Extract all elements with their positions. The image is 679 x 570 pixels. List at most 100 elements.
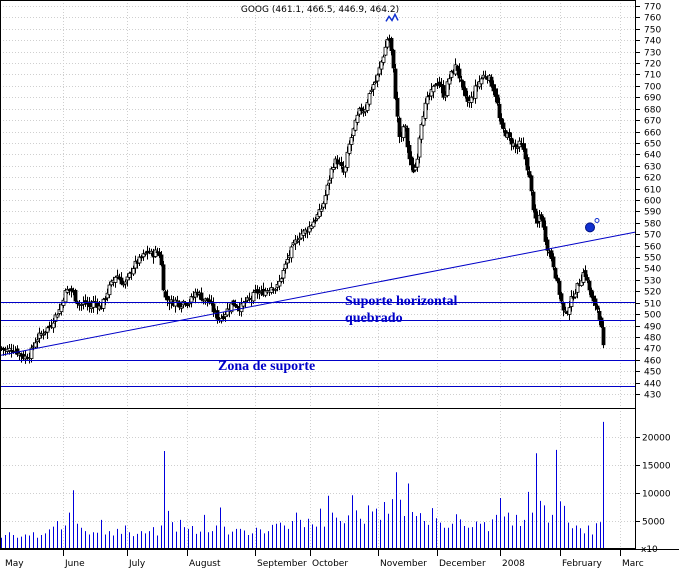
price-tick-label: 770 xyxy=(644,3,661,13)
candle-up xyxy=(107,284,112,296)
candle-up xyxy=(381,56,386,63)
candle-down xyxy=(555,277,560,282)
month-label: February xyxy=(562,559,603,569)
price-tick-label: 490 xyxy=(644,323,661,333)
candle-down xyxy=(165,295,170,301)
candle-up xyxy=(569,296,574,307)
candle-up xyxy=(573,293,578,298)
candle-up xyxy=(345,151,350,168)
candle-up xyxy=(229,302,234,313)
candle-down xyxy=(497,103,502,119)
dividend-dot-icon xyxy=(585,222,595,233)
candle-up xyxy=(127,272,132,278)
candle-up xyxy=(479,78,484,85)
candle-down xyxy=(393,68,398,99)
month-label: November xyxy=(380,559,427,569)
candle-up xyxy=(279,278,284,282)
trend-line xyxy=(0,231,637,356)
candle-down xyxy=(541,217,546,228)
grid-lines xyxy=(0,0,636,549)
price-tick-label: 460 xyxy=(644,357,661,367)
candle-up xyxy=(331,167,336,170)
candle-up xyxy=(351,128,356,137)
candle-up xyxy=(63,290,68,303)
candle-down xyxy=(543,226,548,242)
month-label: June xyxy=(64,559,85,569)
candle-down xyxy=(159,254,164,266)
candle-up xyxy=(295,240,300,243)
price-tick-label: 730 xyxy=(644,49,661,59)
candle-up xyxy=(101,298,106,309)
candle-down xyxy=(557,280,562,295)
price-tick-label: 760 xyxy=(644,14,661,24)
candle-down xyxy=(559,293,564,302)
candle-down xyxy=(533,208,538,219)
price-tick-label: 720 xyxy=(644,60,661,70)
volume-tick-label: 10000 xyxy=(642,490,671,500)
candle-down xyxy=(523,148,528,160)
price-tick-label: 710 xyxy=(644,71,661,81)
volume-tick-label: 5000 xyxy=(642,518,665,528)
price-tick-label: 510 xyxy=(644,300,661,310)
candle-down xyxy=(525,157,530,171)
candle-up xyxy=(349,137,354,145)
month-label: September xyxy=(257,559,307,569)
candle-down xyxy=(391,49,396,69)
price-tick-label: 620 xyxy=(644,174,661,184)
candle-up xyxy=(347,143,352,154)
candle-up xyxy=(251,292,256,302)
candle-down xyxy=(313,219,318,222)
candle-up xyxy=(353,119,358,131)
candle-up xyxy=(575,283,580,293)
price-candles xyxy=(0,34,606,364)
candle-down xyxy=(215,310,220,320)
candle-down xyxy=(185,304,190,307)
candle-up xyxy=(563,310,568,313)
chart-markers xyxy=(385,12,600,233)
candle-down xyxy=(587,280,592,291)
candle-down xyxy=(583,270,588,277)
candle-up xyxy=(325,184,330,196)
candle-down xyxy=(561,302,566,311)
price-tick-label: 450 xyxy=(644,368,661,378)
price-tick-label: 640 xyxy=(644,151,661,161)
candle-up xyxy=(35,339,40,343)
candle-up xyxy=(329,168,334,179)
candle-down xyxy=(183,302,188,305)
candle-up xyxy=(131,268,136,275)
volume-axis: 5000 10000 15000 20000 xyxy=(636,434,671,528)
candle-up xyxy=(283,263,288,270)
price-tick-label: 580 xyxy=(644,220,661,230)
annotation-text: Zona de suporte xyxy=(218,359,315,374)
candle-up xyxy=(567,307,572,315)
chart-annotations: Suporte horizontal quebrado Zona de suport… xyxy=(218,294,458,374)
candle-up xyxy=(179,306,184,309)
candle-up xyxy=(281,269,286,279)
candle-down xyxy=(73,289,78,302)
candle-up xyxy=(51,322,56,329)
price-tick-label: 550 xyxy=(644,254,661,264)
price-tick-label: 520 xyxy=(644,288,661,298)
month-label: October xyxy=(312,559,348,569)
candle-up xyxy=(33,342,38,348)
candle-down xyxy=(527,171,532,178)
candle-down xyxy=(601,327,606,346)
candle-up xyxy=(373,81,378,84)
candle-up xyxy=(401,126,406,139)
candle-up xyxy=(425,96,430,105)
candle-down xyxy=(395,97,400,117)
split-marker-icon xyxy=(594,218,600,224)
price-tick-label: 750 xyxy=(644,26,661,36)
candle-down xyxy=(233,303,238,307)
candle-up xyxy=(473,85,478,99)
price-tick-label: 630 xyxy=(644,163,661,173)
candle-up xyxy=(153,249,158,257)
candle-up xyxy=(29,347,34,359)
candle-down xyxy=(409,156,414,166)
candle-up xyxy=(417,137,422,158)
candle-up xyxy=(375,74,380,82)
plot-frame xyxy=(0,0,636,549)
candle-down xyxy=(595,305,600,310)
month-axis: May June July August September October Novembe… xyxy=(5,549,644,569)
